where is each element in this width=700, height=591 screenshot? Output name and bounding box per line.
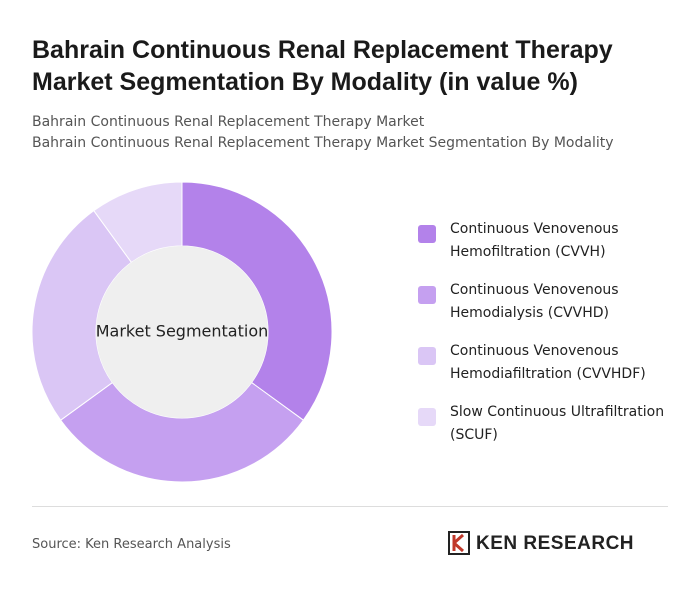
subtitle: Bahrain Continuous Renal Replacement The…	[32, 114, 425, 130]
chart-title: Bahrain Continuous Renal Replacement The…	[32, 36, 613, 96]
legend-item: Continuous Venovenous Hemodiafiltration …	[418, 340, 688, 401]
donut-chart: Market Segmentation	[31, 181, 333, 483]
legend-swatch	[418, 286, 436, 304]
center-label: Market Segmentation	[96, 322, 269, 341]
legend-swatch	[418, 408, 436, 426]
source: Source: Ken Research Analysis	[32, 537, 231, 552]
legend-item: Continuous Venovenous Hemodialysis (CVVH…	[418, 279, 688, 340]
donut-center	[96, 246, 268, 418]
legend-item: Continuous Venovenous Hemofiltration (CV…	[418, 218, 688, 279]
legend-swatch	[418, 225, 436, 243]
donut-slice	[31, 209, 133, 421]
legend-label: Continuous Venovenous Hemodiafiltration …	[450, 343, 646, 382]
legend-label: Continuous Venovenous Hemofiltration (CV…	[450, 221, 619, 260]
logo-icon	[448, 531, 470, 555]
logo-text: KEN RESEARCH	[476, 533, 635, 554]
legend-label: Slow Continuous Ultrafiltration (SCUF)	[450, 404, 665, 443]
legend-label: Continuous Venovenous Hemodialysis (CVVH…	[450, 282, 619, 321]
subtitle: Bahrain Continuous Renal Replacement The…	[32, 135, 614, 151]
legend-item: Slow Continuous Ultrafiltration (SCUF)	[418, 401, 688, 462]
legend: Continuous Venovenous Hemofiltration (CV…	[418, 218, 688, 462]
legend-swatch	[418, 347, 436, 365]
divider	[32, 506, 668, 507]
